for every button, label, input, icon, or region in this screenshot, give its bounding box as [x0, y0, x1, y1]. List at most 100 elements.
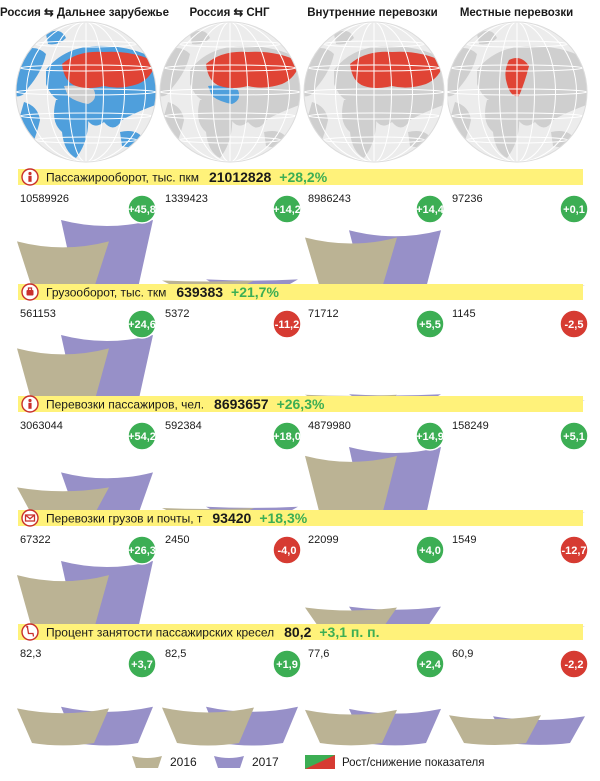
value-label-2017: 1549 — [452, 534, 476, 546]
globe-map — [446, 21, 588, 163]
globe-rim — [159, 21, 301, 163]
value-label-2017: 60,9 — [452, 648, 473, 660]
meridian — [457, 22, 577, 162]
change-badge-label: +14,9 — [416, 431, 444, 443]
section-title: Пассажирооборот, тыс. пкм — [46, 171, 199, 185]
change-badge-label: +4,0 — [419, 545, 441, 557]
person-icon — [21, 168, 39, 186]
luggage-icon — [21, 283, 39, 301]
change-badge-label: +18,0 — [273, 431, 301, 443]
legend-swatch-2016 — [132, 756, 162, 768]
globe-map — [159, 21, 301, 163]
meridian — [478, 22, 556, 162]
section-total-change: +26,3% — [277, 396, 325, 412]
change-badge — [415, 309, 445, 339]
meridian — [335, 22, 413, 162]
change-badge-label: -2,2 — [565, 659, 584, 671]
cell: 8986243 +14,4 — [305, 193, 445, 291]
cell: 1339423 +14,2 — [162, 193, 302, 289]
meridian — [356, 22, 392, 162]
change-badge-label: -4,0 — [278, 545, 297, 557]
value-label-2017: 1145 — [452, 308, 476, 320]
band-fill — [444, 624, 448, 640]
column-title: Россия ⇆ СНГ — [190, 7, 270, 19]
section-title: Перевозки грузов и почты, т — [46, 512, 203, 526]
bar-2016 — [17, 241, 109, 291]
value-label-2017: 5372 — [165, 308, 189, 320]
band-fill — [156, 510, 160, 526]
change-badge — [415, 535, 445, 565]
icon-head — [26, 625, 29, 628]
band-fill — [300, 510, 304, 526]
bar-2016 — [305, 455, 397, 518]
icon-handle — [27, 287, 33, 290]
change-badge — [559, 194, 589, 224]
band-fill — [300, 284, 304, 300]
section-title: Грузооборот, тыс. ткм — [46, 286, 166, 300]
bar-2016 — [305, 237, 397, 291]
bar-2016 — [162, 707, 254, 746]
change-badge-label: +45,8 — [128, 204, 156, 216]
icon-ring — [21, 623, 39, 641]
meridian — [499, 22, 535, 162]
cell: 158249 +5,1 — [449, 420, 589, 516]
icon-case — [26, 290, 34, 296]
change-badge-label: +14,4 — [416, 204, 445, 216]
change-badge — [559, 649, 589, 679]
globe-map — [15, 21, 157, 163]
section-total: 80,2 — [284, 624, 311, 640]
band-fill — [156, 624, 160, 640]
legend-swatch-decline — [305, 755, 335, 769]
cell: 592384 +18,0 — [162, 420, 302, 516]
change-badge — [415, 421, 445, 451]
icon-body — [28, 175, 32, 182]
change-badge-label: +54,2 — [128, 431, 156, 443]
band-fill — [444, 169, 448, 185]
band-fill — [300, 396, 304, 412]
cell: 60,9 -2,2 — [449, 648, 589, 745]
band-fill — [156, 169, 160, 185]
band-overlay — [156, 624, 448, 640]
value-label-2017: 97236 — [452, 193, 483, 205]
cell: 82,3 +3,7 — [17, 648, 157, 746]
change-badge-label: +26,3 — [128, 545, 156, 557]
change-badge — [127, 309, 157, 339]
legend-swatch-2017 — [214, 756, 244, 768]
legend: 2016 2017 Рост/снижение показателя — [132, 755, 484, 769]
change-badge-label: +14,2 — [273, 204, 301, 216]
bar-2016 — [305, 709, 397, 746]
change-badge — [127, 649, 157, 679]
meridian — [47, 22, 125, 162]
bar-2016 — [17, 575, 109, 632]
change-badge-label: +1,9 — [276, 659, 298, 671]
value-label-2017: 1339423 — [165, 193, 208, 205]
section-total-change: +28,2% — [279, 169, 327, 185]
section-total: 93420 — [212, 510, 251, 526]
band-fill — [444, 396, 448, 412]
change-badge-label: -2,5 — [565, 319, 584, 331]
value-label-2017: 561153 — [20, 308, 56, 320]
column-title: Местные перевозки — [460, 7, 573, 19]
section-total-change: +21,7% — [231, 284, 279, 300]
band-fill — [444, 510, 448, 526]
value-label-2017: 22099 — [308, 534, 339, 546]
cell: 1549 -12,7 — [449, 534, 589, 630]
cell: 561153 +24,6 — [17, 308, 157, 406]
band-fill — [444, 284, 448, 300]
meridian — [170, 22, 290, 162]
band-fill — [156, 284, 160, 300]
cell: 71712 +5,5 — [305, 308, 445, 404]
section-total: 639383 — [176, 284, 223, 300]
change-badge-label: +5,1 — [563, 431, 585, 443]
legend-label-change: Рост/снижение показателя — [342, 757, 484, 769]
icon-head — [28, 398, 32, 403]
band-fill — [300, 624, 304, 640]
section-title: Перевозки пассажиров, чел. — [46, 398, 204, 412]
change-badge-label: +5,5 — [419, 319, 441, 331]
icon-env — [24, 514, 36, 522]
cell: 97236 +0,1 — [449, 193, 589, 289]
change-badge — [127, 535, 157, 565]
cell: 5372 -11,2 — [162, 308, 302, 404]
envelope-icon — [21, 509, 39, 527]
